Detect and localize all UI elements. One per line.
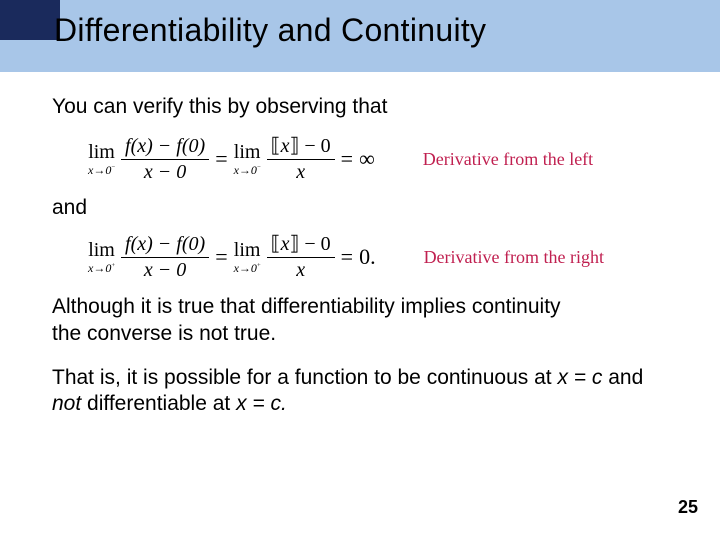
text-run: That is, it is possible for a function t…	[52, 366, 557, 389]
title-accent-box	[0, 0, 60, 40]
paragraph-converse: Although it is true that differentiabili…	[52, 294, 672, 347]
equation-left: lim x→0− f(x) − f(0) x − 0 = lim x→0− x …	[88, 136, 375, 183]
equals-sign: =	[215, 146, 227, 172]
emphasis-not: not	[52, 392, 81, 415]
denominator: x	[292, 162, 309, 183]
lim-subscript: x→0+	[88, 262, 115, 274]
result-zero: 0.	[359, 244, 376, 270]
content-area: You can verify this by observing that li…	[0, 76, 720, 417]
numerator: x − 0	[267, 234, 335, 255]
equation-right: lim x→0+ f(x) − f(0) x − 0 = lim x→0+ x …	[88, 234, 376, 281]
text-line: Although it is true that differentiabili…	[52, 295, 561, 318]
math-var: x = c	[557, 366, 602, 389]
lim-subscript: x→0−	[88, 164, 115, 176]
equals-sign: =	[215, 244, 227, 270]
lim-text: lim	[88, 240, 115, 260]
lim-symbol-2: lim x→0+	[234, 240, 261, 274]
fraction-bar	[121, 159, 209, 160]
text-run: and	[602, 366, 643, 389]
and-text: and	[52, 196, 672, 220]
numerator: f(x) − f(0)	[121, 136, 209, 157]
result-infinity: ∞	[359, 146, 375, 172]
fraction-bar	[121, 257, 209, 258]
equals-sign: =	[341, 244, 353, 270]
math-var: x = c.	[236, 392, 287, 415]
lim-symbol-2: lim x→0−	[234, 142, 261, 176]
denominator: x − 0	[140, 260, 190, 281]
lim-text: lim	[234, 142, 261, 162]
numerator: x − 0	[267, 136, 335, 157]
derivative-from-right-label: Derivative from the right	[424, 247, 604, 268]
lim-subscript: x→0−	[234, 164, 261, 176]
derivative-from-left-label: Derivative from the left	[423, 149, 593, 170]
paragraph-conclusion: That is, it is possible for a function t…	[52, 365, 672, 418]
lim-subscript: x→0+	[234, 262, 261, 274]
fraction-bar	[267, 159, 335, 160]
fraction-bar	[267, 257, 335, 258]
fraction-2: x − 0 x	[267, 234, 335, 281]
intro-paragraph: You can verify this by observing that	[52, 94, 672, 120]
lim-symbol: lim x→0+	[88, 240, 115, 274]
equals-sign: =	[341, 146, 353, 172]
fraction-1: f(x) − f(0) x − 0	[121, 234, 209, 281]
page-number: 25	[678, 497, 698, 518]
equation-right-limit: lim x→0+ f(x) − f(0) x − 0 = lim x→0+ x …	[88, 230, 672, 284]
lim-text: lim	[88, 142, 115, 162]
lim-symbol: lim x→0−	[88, 142, 115, 176]
lim-text: lim	[234, 240, 261, 260]
text-line: the converse is not true.	[52, 322, 276, 345]
title-bar: Differentiability and Continuity	[0, 0, 720, 76]
text-run: differentiable at	[81, 392, 236, 415]
fraction-1: f(x) − f(0) x − 0	[121, 136, 209, 183]
denominator: x − 0	[140, 162, 190, 183]
fraction-2: x − 0 x	[267, 136, 335, 183]
numerator: f(x) − f(0)	[121, 234, 209, 255]
denominator: x	[292, 260, 309, 281]
equation-left-limit: lim x→0− f(x) − f(0) x − 0 = lim x→0− x …	[88, 132, 672, 186]
page-title: Differentiability and Continuity	[54, 12, 486, 49]
